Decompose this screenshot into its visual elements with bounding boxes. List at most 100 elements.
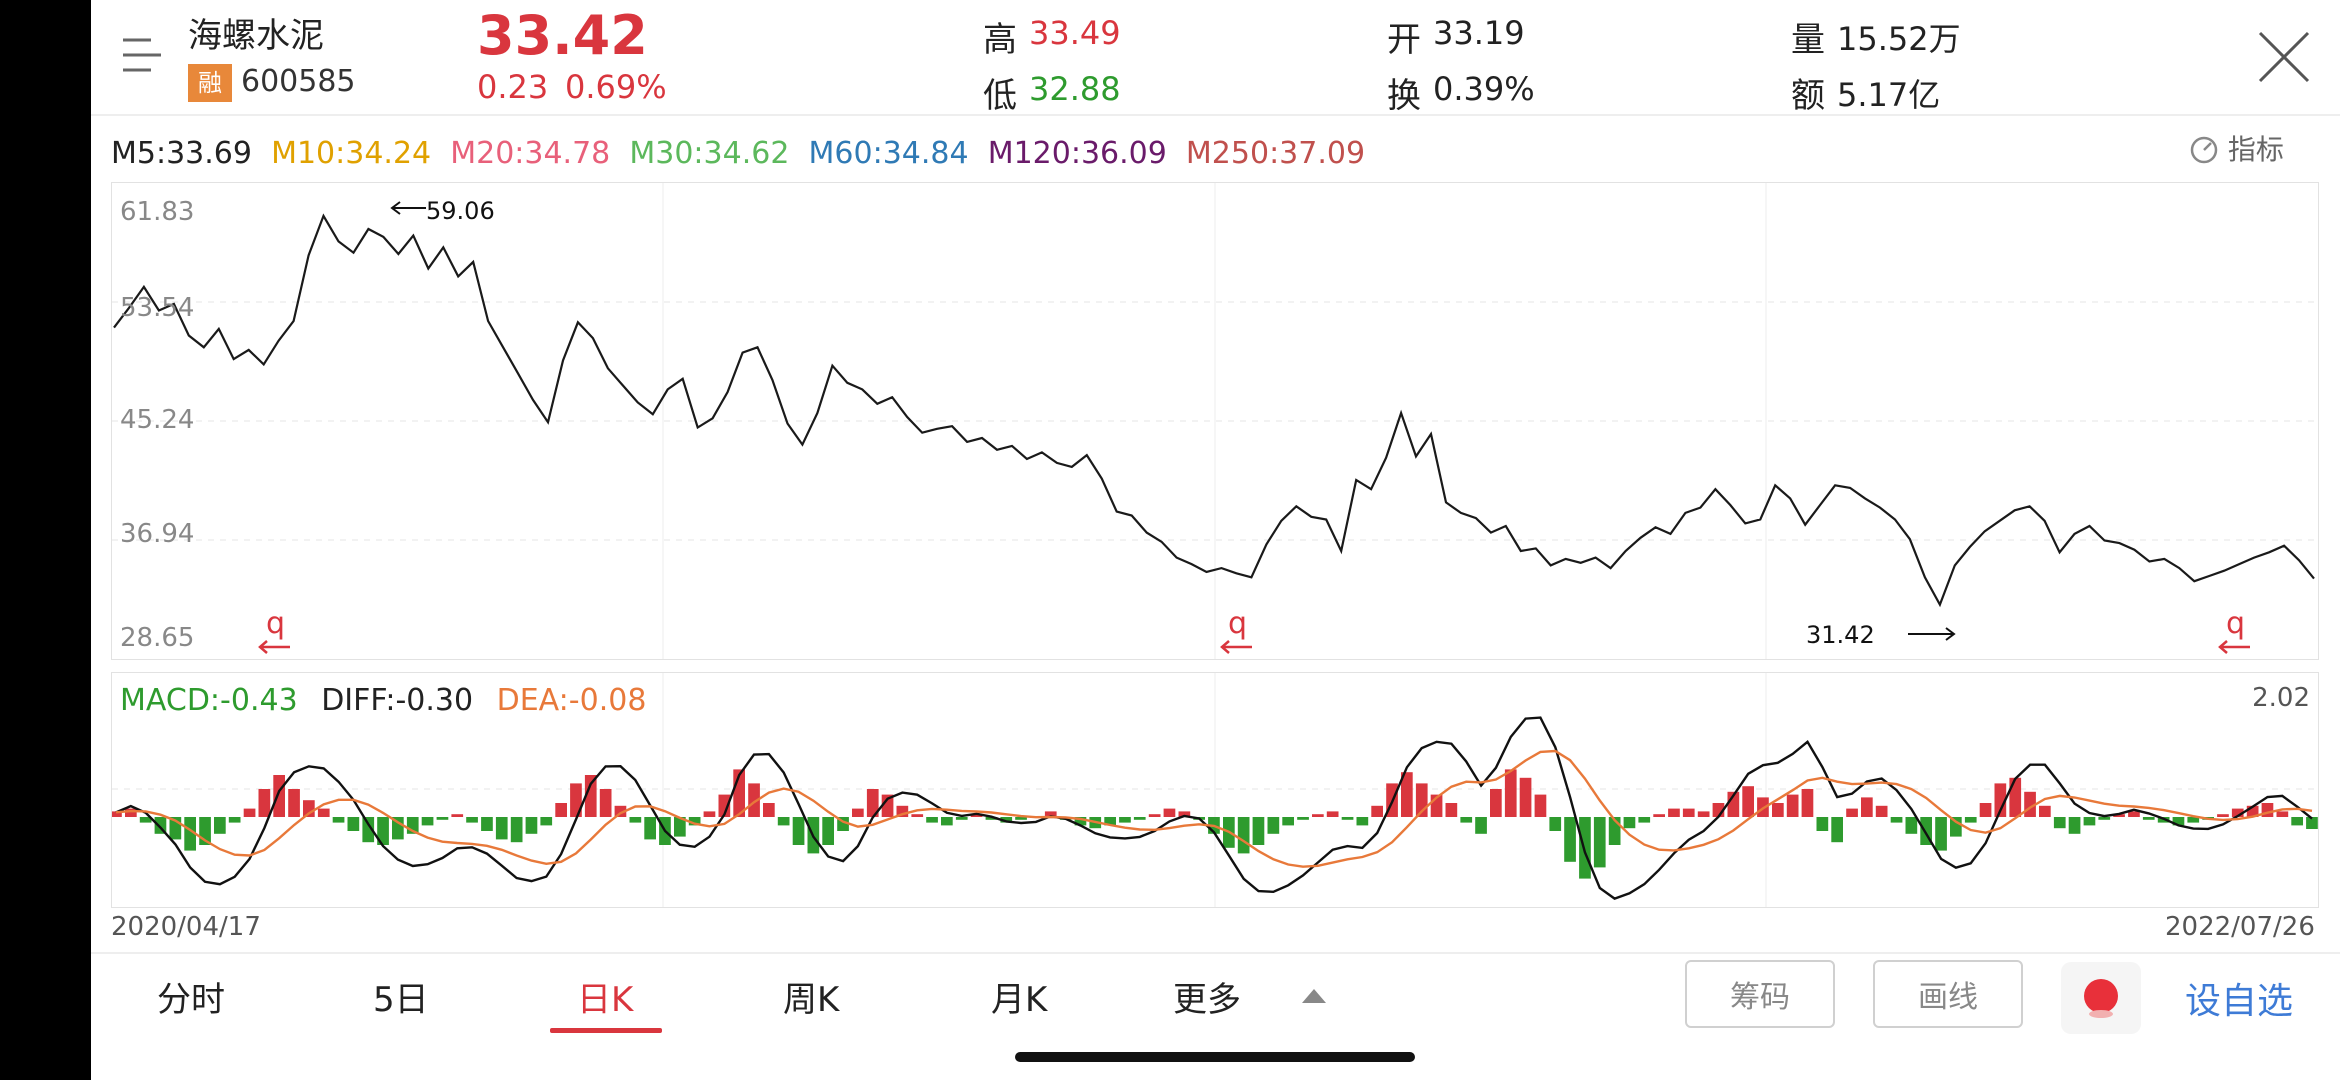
svg-text:q: q: [266, 607, 285, 641]
dividend-marker-1[interactable]: q: [258, 606, 294, 659]
price-axis-3: 36.94: [120, 519, 195, 549]
chips-button[interactable]: 筹码: [1685, 960, 1835, 1028]
macd-bar: [2098, 817, 2111, 820]
macd-bar: [955, 817, 968, 820]
macd-bar: [985, 817, 998, 820]
stock-name: 海螺水泥: [188, 16, 324, 56]
ma5-label: M5:33.69: [111, 136, 252, 171]
amount-value: 5.17亿: [1837, 76, 1941, 114]
price-axis-1: 53.54: [120, 293, 195, 323]
ma120-label: M120:36.09: [987, 136, 1167, 171]
macd-bar: [1460, 817, 1473, 823]
tab-weekly-k[interactable]: 周K: [783, 980, 840, 1020]
price-chart[interactable]: 61.83 53.54 45.24 36.94 28.65 59.06 31.4…: [111, 182, 2319, 660]
menu-icon[interactable]: [121, 36, 167, 76]
macd-bar: [1415, 783, 1428, 817]
macd-chart[interactable]: MACD:-0.43 DIFF:-0.30 DEA:-0.08 2.02: [111, 672, 2319, 908]
macd-bar: [1475, 817, 1487, 834]
macd-bar: [911, 814, 924, 817]
price-change: 0.23: [477, 68, 549, 106]
macd-bar: [1668, 808, 1680, 817]
ma20-label: M20:34.78: [450, 136, 611, 171]
price-axis-4: 28.65: [120, 623, 195, 653]
macd-bar: [1861, 797, 1873, 817]
macd-bar: [525, 817, 538, 834]
macd-bar: [688, 817, 701, 826]
macd-bar: [1772, 803, 1784, 817]
start-date: 2020/04/17: [111, 912, 261, 942]
price-change-pct: 0.69%: [565, 68, 667, 106]
macd-bar: [1297, 817, 1309, 820]
macd-bar: [1994, 783, 2007, 817]
macd-bar: [466, 817, 478, 823]
ma30-label: M30:34.62: [629, 136, 790, 171]
dividend-marker-3[interactable]: q: [2218, 606, 2254, 659]
macd-bar: [1237, 817, 1250, 854]
macd-bar: [2306, 817, 2318, 829]
macd-bar: [1964, 817, 1977, 823]
high-annotation: 59.06: [390, 197, 495, 225]
macd-bar: [1712, 803, 1725, 817]
add-watchlist-button[interactable]: 设自选: [2185, 981, 2294, 1022]
macd-bar: [154, 817, 167, 834]
macd-bar: [2113, 814, 2125, 817]
header-divider: [91, 114, 2340, 116]
macd-bar: [332, 817, 345, 823]
macd-bar: [733, 769, 745, 817]
ma250-label: M250:37.09: [1185, 136, 1366, 171]
macd-bar: [377, 817, 389, 845]
stock-code: 600585: [241, 64, 356, 99]
margin-badge: 融: [188, 64, 232, 102]
tab-more[interactable]: 更多: [1173, 980, 1241, 1020]
macd-bar: [288, 789, 300, 817]
macd-bar: [2246, 805, 2259, 817]
macd-bar: [1104, 817, 1116, 826]
macd-bar: [1979, 803, 1992, 817]
macd-bar: [1133, 817, 1146, 820]
macd-bar: [1875, 805, 1888, 817]
macd-bar: [1148, 814, 1161, 817]
macd-bar: [347, 817, 360, 831]
current-price: 33.42: [477, 4, 648, 67]
macd-bar: [777, 817, 790, 826]
low-value: 32.88: [1029, 70, 1121, 108]
macd-bar: [748, 783, 760, 817]
high-annotation-value: 59.06: [426, 197, 495, 225]
macd-bar: [199, 817, 211, 845]
volume-value: 15.52万: [1837, 20, 1961, 58]
macd-bar: [243, 808, 256, 817]
macd-bar: [1816, 817, 1829, 831]
macd-bar: [112, 811, 122, 817]
macd-bar: [1890, 817, 1903, 823]
macd-bar: [1653, 814, 1665, 817]
tab-intraday[interactable]: 分时: [157, 980, 225, 1020]
macd-bar: [1682, 808, 1695, 817]
macd-bar: [881, 794, 894, 817]
volume-label: 量: [1791, 20, 1825, 60]
macd-bar: [792, 817, 805, 845]
macd-bar: [703, 811, 716, 817]
macd-bar: [2276, 811, 2289, 817]
price-line: [113, 213, 2315, 608]
tab-monthly-k[interactable]: 月K: [991, 980, 1048, 1020]
macd-bar: [614, 805, 627, 817]
tab-daily-k[interactable]: 日K: [577, 980, 634, 1020]
caret-up-icon[interactable]: [1301, 988, 1327, 1008]
dividend-marker-2[interactable]: q: [1220, 606, 1256, 659]
tab-5day[interactable]: 5日: [373, 980, 429, 1020]
draw-button[interactable]: 画线: [1873, 960, 2023, 1028]
macd-bar: [258, 789, 271, 817]
close-icon[interactable]: [2257, 30, 2311, 84]
turnover-value: 0.39%: [1433, 70, 1535, 108]
ma60-label: M60:34.84: [808, 136, 969, 171]
macd-bar: [1163, 808, 1176, 817]
macd-bar: [866, 789, 879, 817]
macd-bar: [2261, 803, 2274, 817]
record-icon[interactable]: [2061, 962, 2141, 1034]
price-axis-0: 61.83: [120, 197, 195, 227]
indicator-button[interactable]: 指标: [2189, 128, 2284, 168]
macd-bar: [1801, 789, 1814, 817]
home-indicator[interactable]: [1015, 1052, 1415, 1062]
macd-bar: [228, 817, 241, 823]
macd-bar: [2142, 817, 2155, 820]
